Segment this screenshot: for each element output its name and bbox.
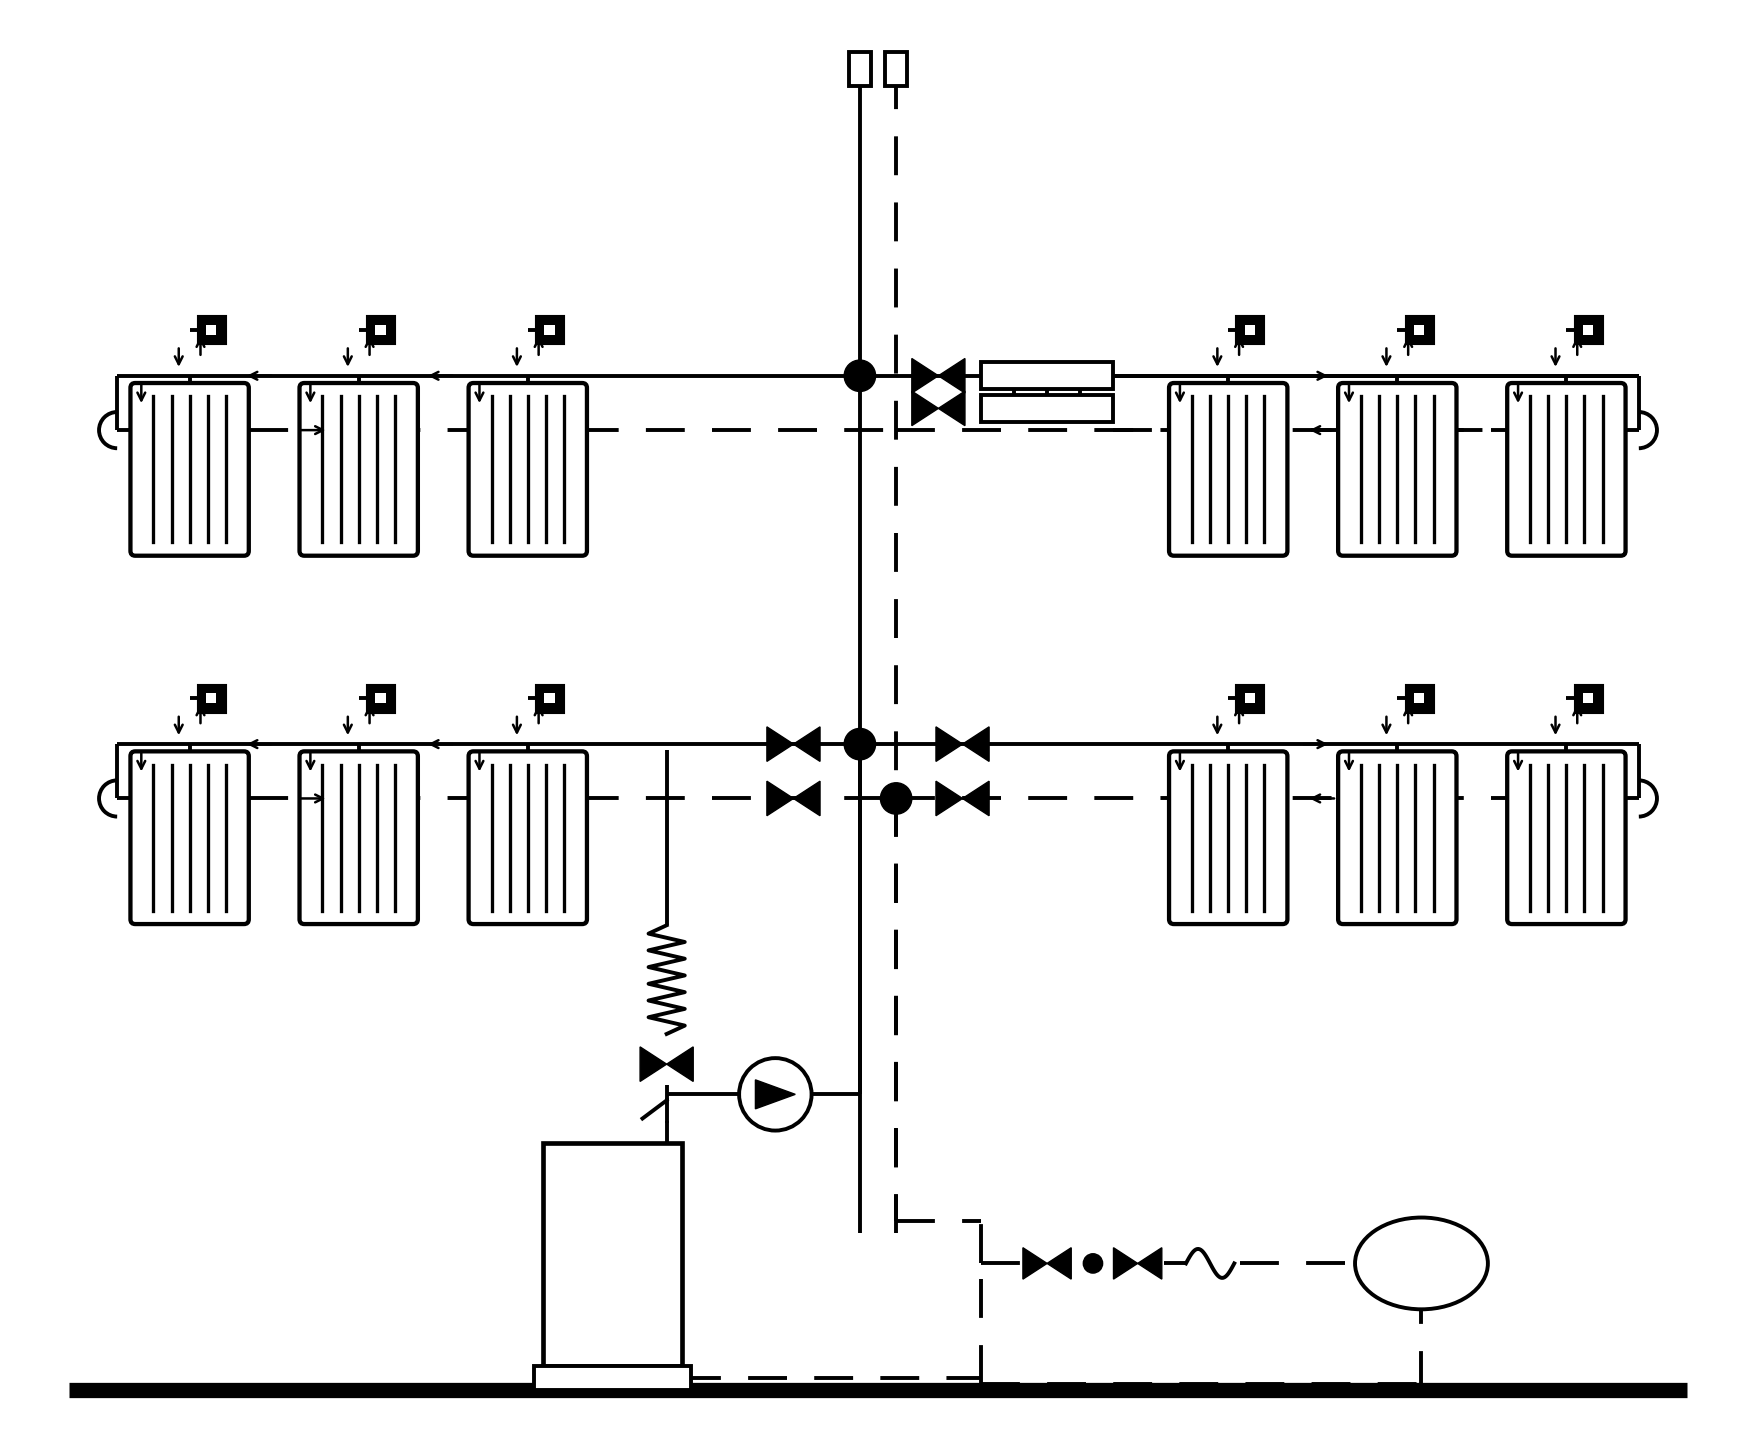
- FancyBboxPatch shape: [1506, 751, 1625, 923]
- Circle shape: [739, 1059, 811, 1131]
- Polygon shape: [937, 391, 965, 425]
- Polygon shape: [1113, 1247, 1137, 1279]
- Circle shape: [844, 360, 876, 392]
- Polygon shape: [911, 359, 937, 393]
- Bar: [376, 693, 386, 703]
- FancyBboxPatch shape: [1337, 383, 1455, 556]
- FancyBboxPatch shape: [300, 383, 418, 556]
- Bar: [979, 395, 1113, 421]
- Bar: [1413, 693, 1423, 703]
- Circle shape: [844, 729, 876, 759]
- Bar: [544, 325, 555, 335]
- FancyBboxPatch shape: [1337, 751, 1455, 923]
- Polygon shape: [767, 727, 793, 761]
- Polygon shape: [935, 727, 962, 761]
- Bar: [848, 52, 870, 86]
- FancyBboxPatch shape: [469, 751, 586, 923]
- Bar: [1244, 325, 1255, 335]
- Polygon shape: [1023, 1247, 1046, 1279]
- Bar: [544, 693, 555, 703]
- Polygon shape: [911, 391, 937, 425]
- Polygon shape: [767, 781, 793, 816]
- Bar: [534, 1366, 690, 1390]
- FancyBboxPatch shape: [1506, 383, 1625, 556]
- Bar: [1583, 325, 1592, 335]
- Bar: [535, 317, 563, 344]
- Bar: [1583, 693, 1592, 703]
- Bar: [376, 325, 386, 335]
- Bar: [205, 693, 216, 703]
- FancyBboxPatch shape: [1169, 751, 1286, 923]
- Bar: [1244, 693, 1255, 703]
- Polygon shape: [937, 359, 965, 393]
- Ellipse shape: [1355, 1218, 1486, 1310]
- Bar: [979, 363, 1113, 389]
- Bar: [885, 52, 907, 86]
- Bar: [1574, 685, 1601, 711]
- Polygon shape: [935, 781, 962, 816]
- Bar: [1413, 325, 1423, 335]
- FancyBboxPatch shape: [469, 383, 586, 556]
- Bar: [1404, 685, 1432, 711]
- Circle shape: [879, 783, 911, 815]
- Polygon shape: [793, 781, 820, 816]
- Bar: [205, 325, 216, 335]
- Polygon shape: [962, 781, 988, 816]
- Polygon shape: [755, 1080, 795, 1109]
- Bar: [535, 685, 563, 711]
- Bar: [367, 317, 393, 344]
- FancyBboxPatch shape: [1169, 383, 1286, 556]
- Bar: [1236, 317, 1264, 344]
- FancyBboxPatch shape: [130, 751, 249, 923]
- FancyBboxPatch shape: [130, 383, 249, 556]
- Bar: [542, 1143, 681, 1366]
- Bar: [1404, 317, 1432, 344]
- Bar: [198, 317, 225, 344]
- Bar: [198, 685, 225, 711]
- Bar: [1574, 317, 1601, 344]
- Polygon shape: [641, 1047, 667, 1082]
- Polygon shape: [667, 1047, 693, 1082]
- Bar: [1236, 685, 1264, 711]
- Bar: [367, 685, 393, 711]
- FancyBboxPatch shape: [300, 751, 418, 923]
- Polygon shape: [1137, 1247, 1162, 1279]
- Polygon shape: [793, 727, 820, 761]
- Polygon shape: [962, 727, 988, 761]
- Polygon shape: [1046, 1247, 1071, 1279]
- Circle shape: [1083, 1253, 1102, 1273]
